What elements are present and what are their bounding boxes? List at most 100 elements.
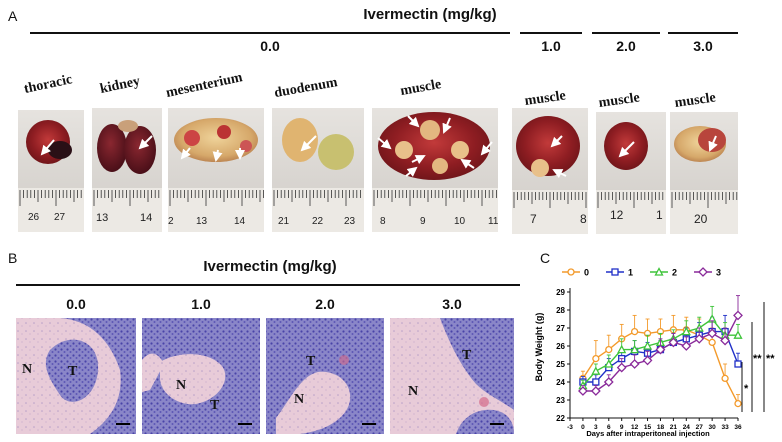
x-tick-label: 30	[709, 424, 717, 431]
ruler-band	[272, 188, 364, 232]
ruler-band	[18, 188, 84, 232]
panel-b-rule	[16, 284, 520, 286]
legend-1-marker	[611, 268, 619, 276]
histo-marker-t-1: T	[210, 398, 220, 413]
x-tick-label: -3	[567, 424, 573, 431]
dose-rule-2	[592, 32, 660, 34]
legend-0-marker	[567, 268, 575, 276]
x-tick-label: 6	[607, 424, 611, 431]
histo-dose-0: 0.0	[66, 296, 86, 312]
series-3-point	[578, 386, 588, 396]
series-2-point	[642, 341, 653, 350]
dose-rule-3	[668, 32, 738, 34]
y-tick-label: 27	[556, 324, 565, 333]
series-0-point	[721, 374, 729, 383]
ruler-muscle1-0: 7	[530, 212, 537, 226]
series-3-point	[668, 337, 679, 348]
x-tick-label: 3	[594, 424, 598, 431]
x-tick-label: 21	[670, 424, 678, 431]
y-tick-label: 26	[556, 342, 565, 351]
photo-muscle-3	[670, 112, 738, 230]
panel-b-letter: B	[8, 250, 18, 266]
ruler-thoracic-0: 26	[28, 212, 40, 223]
legend-0-label: 0	[584, 268, 589, 278]
histo-marker-n-2: N	[294, 392, 305, 407]
series-3-point	[694, 333, 705, 344]
series-3-point	[629, 359, 640, 369]
series-3-point	[655, 344, 666, 355]
series-3-point	[720, 335, 730, 346]
series-3-point	[590, 386, 601, 396]
dose-label-0: 0.0	[260, 38, 280, 54]
ruler-band	[596, 190, 666, 234]
tissue-photos	[18, 108, 738, 234]
histo-image-2	[266, 318, 384, 434]
series-2-point	[591, 366, 601, 375]
chart-legend: 0 1 2 3	[562, 267, 721, 278]
legend-1-label: 1	[628, 268, 633, 278]
series-0-point	[605, 345, 613, 354]
legend-3-marker	[698, 267, 708, 277]
ruler-kidney-1: 14	[140, 212, 153, 224]
histo-dose-1: 1.0	[191, 296, 211, 312]
legend-3-label: 3	[716, 268, 721, 278]
dose-rule-1	[520, 32, 582, 34]
x-tick-label: 27	[696, 424, 704, 431]
ruler-duodenum-0: 21	[278, 216, 290, 227]
x-tick-label: 33	[721, 424, 729, 431]
series-2-point	[617, 344, 627, 354]
series-3-point	[707, 328, 718, 339]
series-3-point	[733, 310, 743, 321]
ruler-thoracic-1: 27	[54, 212, 66, 223]
significance-0: *	[744, 383, 749, 395]
x-tick-label: 15	[644, 424, 652, 431]
ruler-band	[92, 188, 162, 232]
histo-marker-t-2: T	[306, 354, 316, 369]
ruler-muscle0-3: 11	[488, 216, 499, 227]
ruler-muscle0-2: 10	[454, 216, 466, 227]
series-0-point	[708, 338, 716, 347]
dose-label-3: 3.0	[693, 38, 713, 54]
x-tick-label: 18	[657, 424, 665, 431]
histo-marker-n-0: N	[22, 362, 33, 377]
ruler-muscle0-0: 8	[380, 216, 386, 227]
ruler-mesenterium-1: 13	[196, 216, 208, 227]
ruler-muscle0-1: 9	[420, 216, 426, 227]
ruler-duodenum-2: 23	[344, 216, 356, 227]
x-tick-label: 36	[734, 424, 742, 431]
series-1-point	[734, 360, 742, 368]
significance-2: **	[766, 353, 775, 365]
panel-a-letter: A	[8, 8, 18, 24]
dose-rule-0	[30, 32, 510, 34]
histo-dose-3: 3.0	[442, 296, 462, 312]
series-0-point	[734, 399, 742, 408]
dose-label-1: 1.0	[541, 38, 561, 54]
y-tick-label: 28	[556, 306, 565, 315]
dose-label-2: 2.0	[616, 38, 636, 54]
series-2-point	[733, 330, 743, 339]
histo-marker-t-0: T	[68, 364, 78, 379]
series-3-point	[603, 377, 614, 387]
series-3-point	[681, 341, 692, 351]
series-3-point	[642, 355, 653, 366]
ruler-duodenum-1: 22	[312, 216, 324, 227]
panel-a-title: Ivermectin (mg/kg)	[363, 6, 497, 23]
ruler-mesenterium-0: 2	[168, 216, 174, 227]
series-1-point	[592, 378, 600, 386]
series-0-point	[592, 354, 600, 363]
rulers	[18, 188, 738, 234]
histo-marker-n-3: N	[408, 384, 419, 399]
legend-2-label: 2	[672, 268, 677, 278]
significance-1: **	[753, 353, 762, 365]
panel-b-title: Ivermectin (mg/kg)	[203, 258, 337, 275]
histo-image-1	[142, 318, 260, 434]
y-tick-label: 29	[556, 288, 565, 297]
chart-x-axis-label: Days after intraperitoneal injection	[586, 429, 710, 438]
y-tick-label: 22	[556, 414, 565, 423]
ruler-muscle2-0: 12	[610, 208, 624, 222]
series-2-point	[604, 359, 614, 368]
significance-brackets	[741, 302, 765, 412]
